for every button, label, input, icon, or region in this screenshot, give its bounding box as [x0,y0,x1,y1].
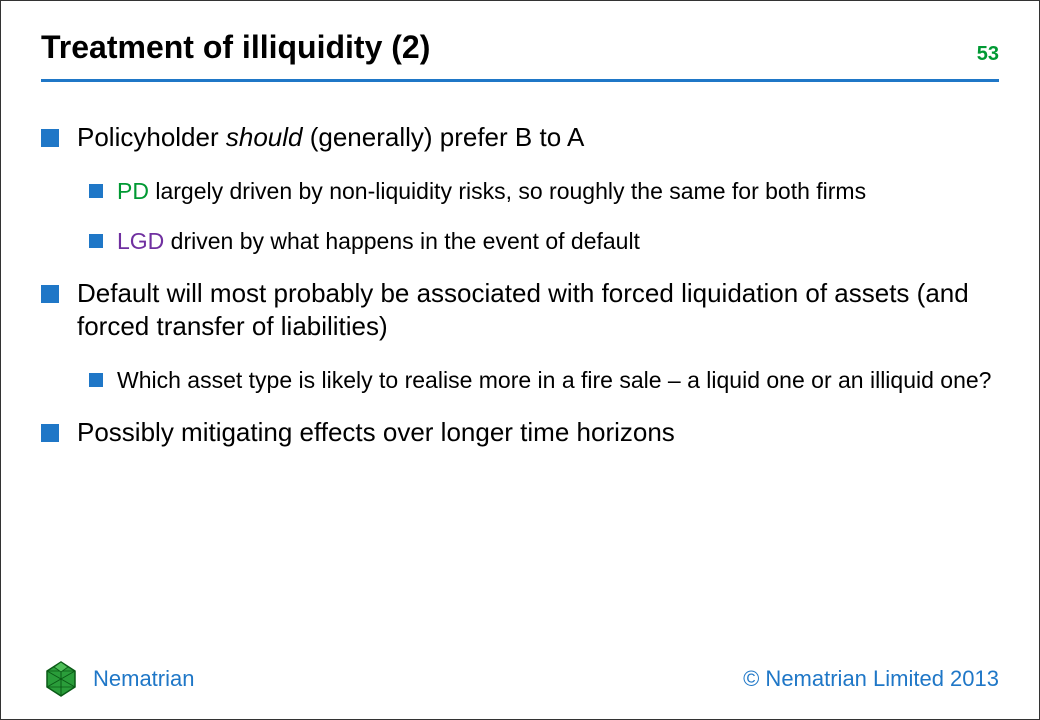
bullet-level1: Default will most probably be associated… [41,277,999,345]
slide-content: Policyholder should (generally) prefer B… [41,121,999,472]
text-segment: Default will most probably be associated… [77,278,969,342]
text-segment-lgd: LGD [117,228,164,254]
bullet-square-icon [41,129,59,147]
bullet-level2: PD largely driven by non-liquidity risks… [89,177,999,207]
nematrian-logo-icon [41,659,81,699]
bullet-text: Which asset type is likely to realise mo… [117,366,991,396]
bullet-level2: LGD driven by what happens in the event … [89,227,999,257]
copyright-text: © Nematrian Limited 2013 [743,666,999,692]
bullet-level1: Possibly mitigating effects over longer … [41,416,999,450]
text-segment: largely driven by non-liquidity risks, s… [149,178,866,204]
brand: Nematrian [41,659,194,699]
bullet-text: Possibly mitigating effects over longer … [77,416,675,450]
header-rule [41,79,999,82]
brand-name: Nematrian [93,666,194,692]
bullet-text: Default will most probably be associated… [77,277,999,345]
text-segment: driven by what happens in the event of d… [164,228,640,254]
bullet-square-icon [41,285,59,303]
text-segment: Possibly mitigating effects over longer … [77,417,675,447]
bullet-text: LGD driven by what happens in the event … [117,227,640,257]
text-segment: Which asset type is likely to realise mo… [117,367,991,393]
slide-title: Treatment of illiquidity (2) [41,29,430,66]
bullet-square-icon [89,184,103,198]
bullet-square-icon [89,234,103,248]
bullet-level2: Which asset type is likely to realise mo… [89,366,999,396]
slide-footer: Nematrian © Nematrian Limited 2013 [41,659,999,699]
bullet-square-icon [41,424,59,442]
bullet-text: Policyholder should (generally) prefer B… [77,121,584,155]
text-segment-pd: PD [117,178,149,204]
text-segment: (generally) prefer B to A [302,122,584,152]
slide-header: Treatment of illiquidity (2) 53 [41,29,999,66]
page-number: 53 [977,43,999,66]
bullet-square-icon [89,373,103,387]
slide: Treatment of illiquidity (2) 53 Policyho… [0,0,1040,720]
text-segment: Policyholder [77,122,226,152]
bullet-level1: Policyholder should (generally) prefer B… [41,121,999,155]
bullet-text: PD largely driven by non-liquidity risks… [117,177,866,207]
text-segment-italic: should [226,122,303,152]
